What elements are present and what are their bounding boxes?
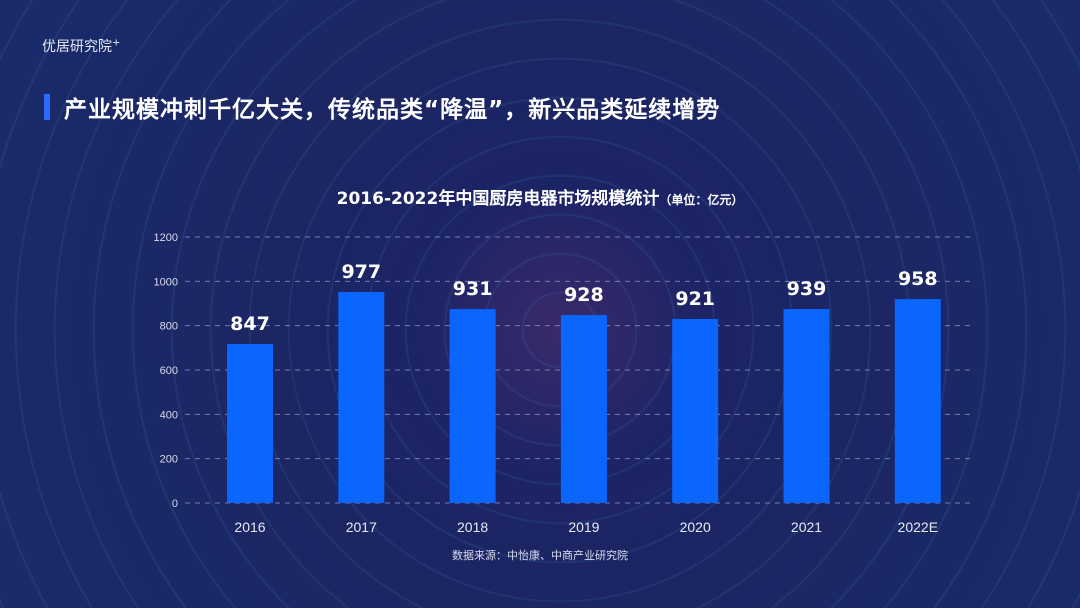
brand-logo: 优居研究院+ bbox=[42, 37, 121, 55]
headline-text: 产业规模冲刺千亿大关，传统品类“降温”，新兴品类延续增势 bbox=[64, 97, 721, 123]
data-label: 939 bbox=[787, 278, 827, 300]
y-tick-label: 1200 bbox=[154, 232, 178, 244]
data-label: 928 bbox=[564, 284, 604, 306]
data-label: 931 bbox=[453, 278, 493, 300]
x-tick-label: 2016 bbox=[234, 519, 265, 535]
y-tick-label: 1000 bbox=[154, 276, 178, 288]
bar bbox=[338, 291, 385, 503]
y-tick-label: 800 bbox=[160, 321, 178, 333]
x-tick-label: 2017 bbox=[346, 519, 377, 535]
headline: 产业规模冲刺千亿大关，传统品类“降温”，新兴品类延续增势 bbox=[44, 90, 720, 124]
bar bbox=[560, 315, 607, 503]
source-note: 数据来源：中怡康、中商产业研究院 bbox=[452, 549, 628, 562]
x-tick-label: 2020 bbox=[680, 519, 711, 535]
x-tick-label: 2019 bbox=[568, 519, 599, 535]
data-label: 847 bbox=[230, 313, 270, 335]
chart-title: 2016-2022年中国厨房电器市场规模统计（单位：亿元） bbox=[336, 189, 744, 209]
data-label: 921 bbox=[675, 288, 715, 310]
bar bbox=[894, 299, 941, 503]
headline-accent bbox=[44, 94, 50, 120]
data-label: 958 bbox=[898, 268, 938, 290]
bar bbox=[783, 309, 830, 503]
y-tick-label: 400 bbox=[160, 409, 178, 421]
y-tick-label: 600 bbox=[160, 365, 178, 377]
bar bbox=[227, 344, 273, 503]
y-tick-label: 200 bbox=[160, 454, 178, 466]
x-tick-label: 2022E bbox=[898, 519, 938, 535]
x-tick-label: 2021 bbox=[791, 519, 822, 535]
x-tick-label: 2018 bbox=[457, 519, 488, 535]
bar bbox=[449, 309, 496, 503]
data-label: 977 bbox=[341, 261, 381, 283]
y-tick-label: 0 bbox=[172, 498, 178, 510]
bar bbox=[672, 319, 719, 503]
